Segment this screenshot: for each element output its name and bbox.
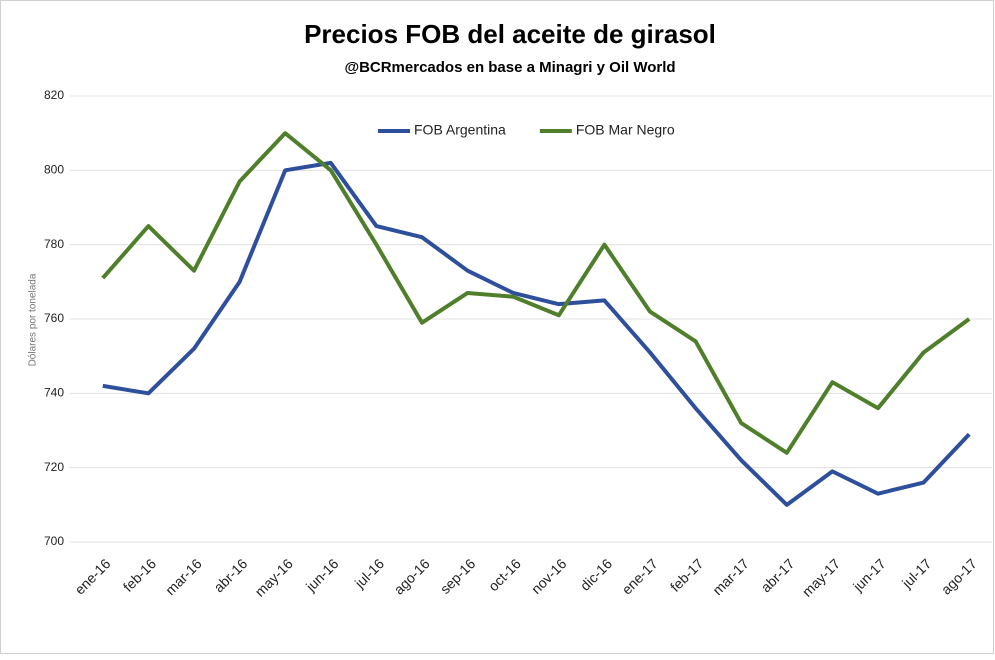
y-tick-label: 820 — [44, 88, 64, 102]
y-tick-label: 740 — [44, 386, 64, 400]
legend-label: FOB Mar Negro — [576, 122, 675, 138]
y-tick-label: 780 — [44, 237, 64, 251]
y-tick-label: 700 — [44, 534, 64, 548]
series-line — [101, 131, 971, 455]
y-axis-label: Dólares por tonelada — [28, 273, 39, 366]
chart-subtitle: @BCRmercados en base a Minagri y Oil Wor… — [344, 59, 675, 76]
series-line — [102, 160, 971, 507]
y-tick-label: 720 — [44, 460, 64, 474]
y-tick-label: 800 — [44, 163, 64, 177]
y-tick-label: 760 — [44, 311, 64, 325]
chart-title: Precios FOB del aceite de girasol — [304, 19, 716, 49]
legend-label: FOB Argentina — [414, 122, 506, 138]
